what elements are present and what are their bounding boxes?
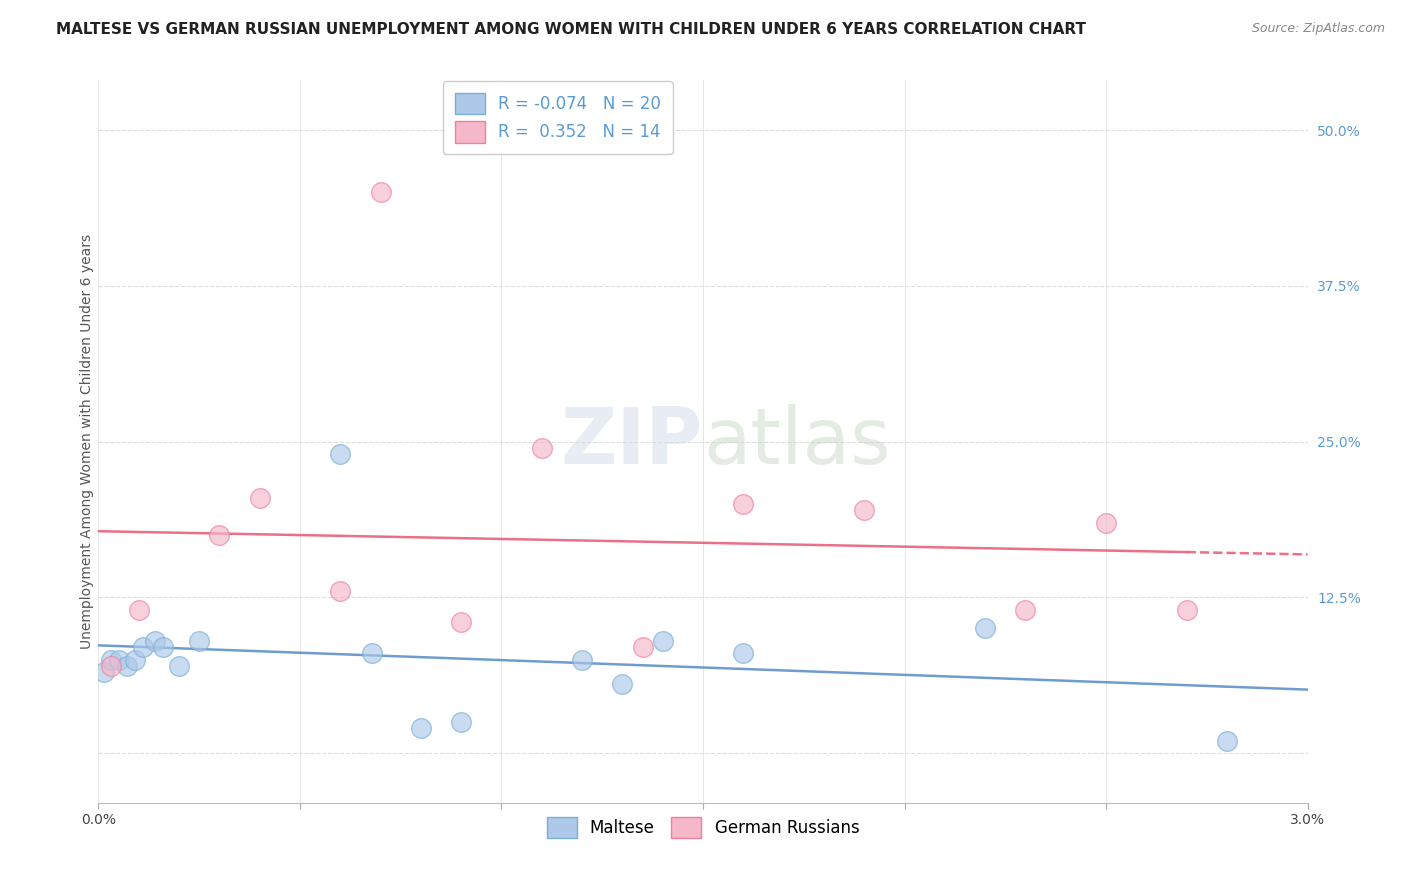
Point	[124, 652, 146, 666]
Point	[631, 640, 654, 654]
Point	[733, 497, 755, 511]
Point	[115, 658, 138, 673]
Point	[93, 665, 115, 679]
Point	[329, 584, 352, 599]
Text: ZIP: ZIP	[561, 403, 703, 480]
Text: atlas: atlas	[703, 403, 890, 480]
Point	[100, 652, 122, 666]
Point	[143, 633, 166, 648]
Point	[853, 503, 876, 517]
Point	[1095, 516, 1118, 530]
Text: Source: ZipAtlas.com: Source: ZipAtlas.com	[1251, 22, 1385, 36]
Y-axis label: Unemployment Among Women with Children Under 6 years: Unemployment Among Women with Children U…	[80, 234, 94, 649]
Point	[107, 652, 129, 666]
Point	[1216, 733, 1239, 747]
Point	[208, 528, 231, 542]
Point	[132, 640, 155, 654]
Point	[188, 633, 211, 648]
Point	[100, 658, 122, 673]
Point	[450, 615, 472, 630]
Point	[651, 633, 673, 648]
Point	[249, 491, 271, 505]
Point	[329, 447, 352, 461]
Point	[370, 186, 392, 200]
Point	[1175, 603, 1198, 617]
Point	[1014, 603, 1036, 617]
Point	[167, 658, 190, 673]
Point	[612, 677, 634, 691]
Point	[974, 621, 997, 635]
Legend: Maltese, German Russians: Maltese, German Russians	[540, 810, 866, 845]
Point	[530, 441, 553, 455]
Point	[733, 646, 755, 660]
Text: MALTESE VS GERMAN RUSSIAN UNEMPLOYMENT AMONG WOMEN WITH CHILDREN UNDER 6 YEARS C: MALTESE VS GERMAN RUSSIAN UNEMPLOYMENT A…	[56, 22, 1087, 37]
Point	[450, 714, 472, 729]
Point	[361, 646, 384, 660]
Point	[128, 603, 150, 617]
Point	[571, 652, 593, 666]
Point	[152, 640, 174, 654]
Point	[409, 721, 432, 735]
